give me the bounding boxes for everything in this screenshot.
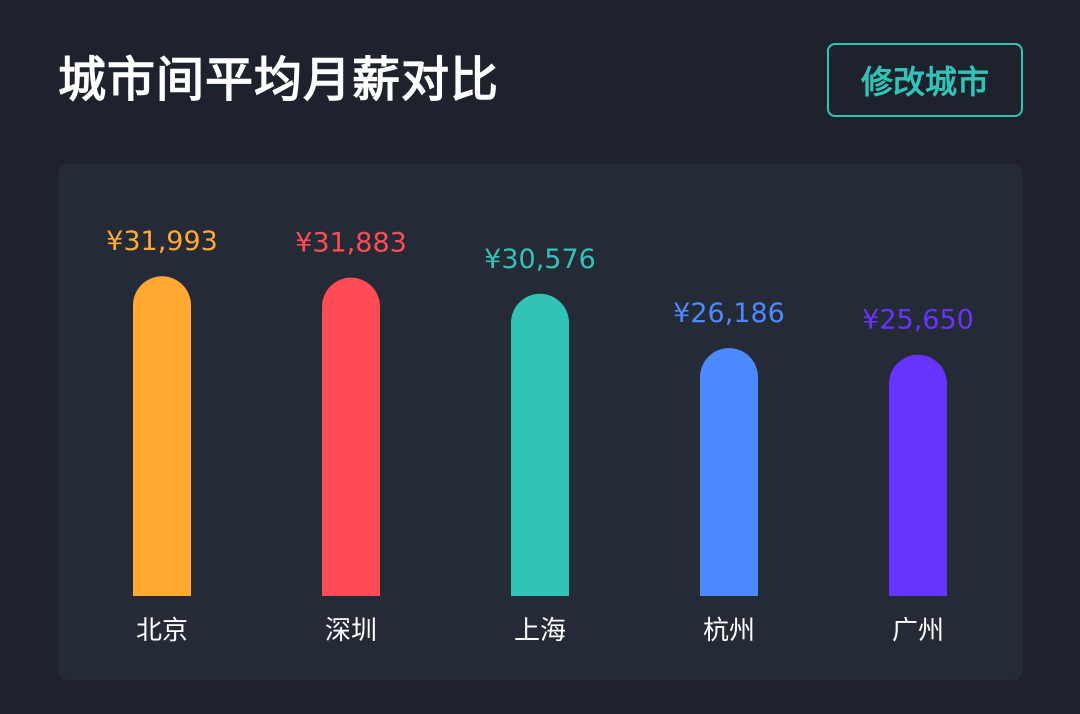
bar-value-label: ¥30,576 <box>484 244 596 275</box>
category-label: 杭州 <box>703 616 755 646</box>
bar-value-label: ¥26,186 <box>673 298 785 329</box>
bar-value-label: ¥31,993 <box>106 226 218 257</box>
category-label: 深圳 <box>325 616 377 646</box>
bar-4 <box>700 348 758 596</box>
edit-cities-button[interactable]: 修改城市 <box>827 43 1023 117</box>
bar-5 <box>889 354 947 596</box>
bar-value-label: ¥25,650 <box>862 305 974 336</box>
category-label: 上海 <box>514 616 566 646</box>
bar-2 <box>322 277 380 596</box>
category-label: 广州 <box>892 616 944 646</box>
bar-3 <box>511 293 569 596</box>
page-title: 城市间平均月薪对比 <box>58 52 500 108</box>
bar-value-label: ¥31,883 <box>295 228 407 259</box>
bar-1 <box>133 276 191 596</box>
category-label: 北京 <box>136 616 188 646</box>
